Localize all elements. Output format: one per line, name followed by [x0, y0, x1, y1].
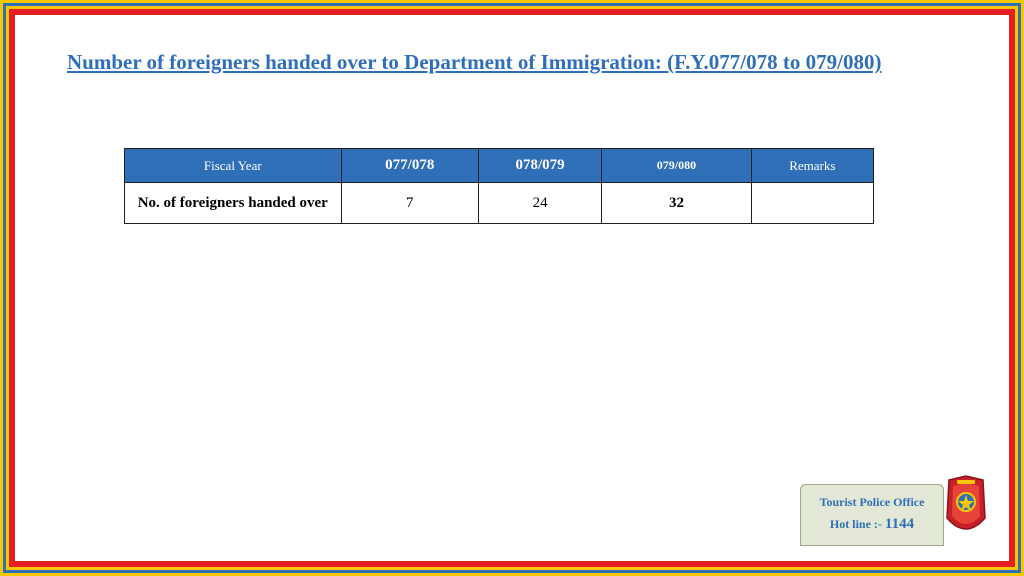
row-label: No. of foreigners handed over [124, 182, 342, 224]
header-fiscal-year: Fiscal Year [124, 148, 342, 183]
cell-remarks [750, 182, 875, 224]
table-row: No. of foreigners handed over 7 24 32 [124, 182, 875, 224]
tourist-police-emblem-icon [946, 475, 986, 530]
header-year-077-078: 077/078 [340, 148, 479, 183]
header-remarks: Remarks [750, 148, 875, 183]
header-year-079-080: 079/080 [601, 148, 752, 183]
cell-077-078: 7 [340, 182, 479, 224]
table-header-row: Fiscal Year 077/078 078/079 079/080 Rema… [124, 148, 875, 183]
hotline: Hot line :- 1144 [801, 516, 943, 533]
header-year-078-079: 078/079 [477, 148, 603, 183]
hotline-number: 1144 [884, 516, 915, 532]
page-title: Number of foreigners handed over to Depa… [67, 50, 882, 74]
hotline-badge: Tourist Police Office Hot line :- 1144 [800, 484, 944, 546]
foreigners-table: Fiscal Year 077/078 078/079 079/080 Rema… [124, 148, 875, 224]
hotline-label: Hot line :- [829, 517, 882, 531]
office-name: Tourist Police Office [819, 495, 925, 509]
slide-canvas: Number of foreigners handed over to Depa… [15, 15, 1009, 561]
cell-079-080: 32 [601, 182, 752, 224]
cell-078-079: 24 [477, 182, 603, 224]
